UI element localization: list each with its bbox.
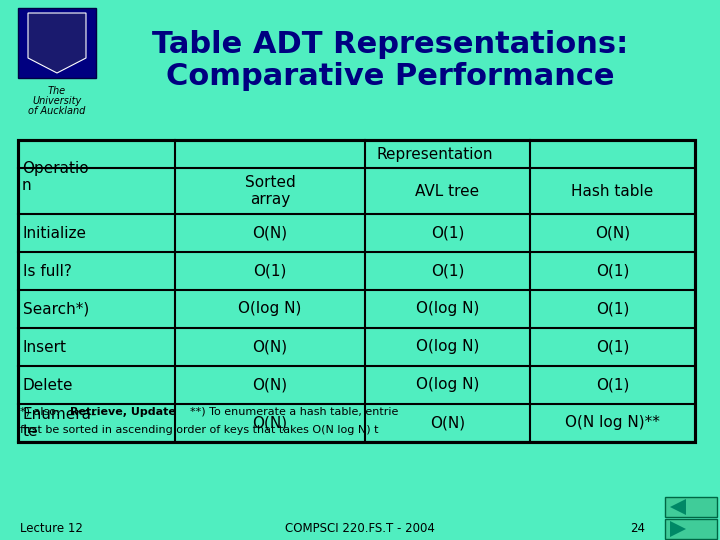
Text: Sorted
array: Sorted array: [245, 175, 295, 207]
Text: of Auckland: of Auckland: [28, 106, 86, 116]
Text: O(1): O(1): [596, 340, 629, 354]
Text: O(N): O(N): [595, 226, 630, 240]
Text: 24: 24: [630, 522, 645, 535]
Text: O(N): O(N): [253, 377, 287, 393]
Polygon shape: [670, 499, 686, 515]
Text: Is full?: Is full?: [23, 264, 72, 279]
Text: O(log N): O(log N): [416, 340, 480, 354]
Text: first be sorted in ascending order of keys that takes O(N log N) t: first be sorted in ascending order of ke…: [20, 425, 379, 435]
Text: Table ADT Representations:: Table ADT Representations:: [152, 30, 628, 59]
Text: Delete: Delete: [23, 377, 73, 393]
Text: O(1): O(1): [596, 377, 629, 393]
Text: Operatio
n: Operatio n: [22, 161, 89, 193]
Text: O(log N): O(log N): [238, 301, 302, 316]
Text: University: University: [32, 96, 81, 106]
Text: Retrieve, Update: Retrieve, Update: [70, 407, 176, 417]
Bar: [665, 497, 717, 517]
Text: O(log N): O(log N): [416, 301, 480, 316]
Text: COMPSCI 220.FS.T - 2004: COMPSCI 220.FS.T - 2004: [285, 522, 435, 535]
Text: O(N log N)**: O(N log N)**: [565, 415, 660, 430]
Text: **) To enumerate a hash table, entrie: **) To enumerate a hash table, entrie: [183, 407, 398, 417]
Text: O(1): O(1): [596, 264, 629, 279]
Text: Hash table: Hash table: [572, 184, 654, 199]
Text: Enumera-
te: Enumera- te: [23, 407, 97, 439]
Text: O(N): O(N): [430, 415, 465, 430]
Text: O(N): O(N): [253, 340, 287, 354]
Text: Insert: Insert: [23, 340, 67, 354]
Polygon shape: [670, 521, 686, 537]
Text: O(log N): O(log N): [416, 377, 480, 393]
Polygon shape: [28, 13, 86, 73]
Text: Representation: Representation: [377, 146, 493, 161]
Text: AVL tree: AVL tree: [415, 184, 480, 199]
Text: *) also:: *) also:: [20, 407, 63, 417]
Bar: [18, 140, 695, 442]
Text: O(1): O(1): [596, 301, 629, 316]
Text: Lecture 12: Lecture 12: [20, 522, 83, 535]
Text: Comparative Performance: Comparative Performance: [166, 62, 614, 91]
Text: The: The: [48, 86, 66, 96]
Bar: [18, 8, 96, 78]
Text: Initialize: Initialize: [23, 226, 87, 240]
Bar: [665, 519, 717, 539]
Text: O(1): O(1): [431, 226, 464, 240]
Text: O(N): O(N): [253, 226, 287, 240]
Text: O(1): O(1): [253, 264, 287, 279]
Text: O(1): O(1): [431, 264, 464, 279]
Text: Search*): Search*): [23, 301, 89, 316]
Text: O(N): O(N): [253, 415, 287, 430]
